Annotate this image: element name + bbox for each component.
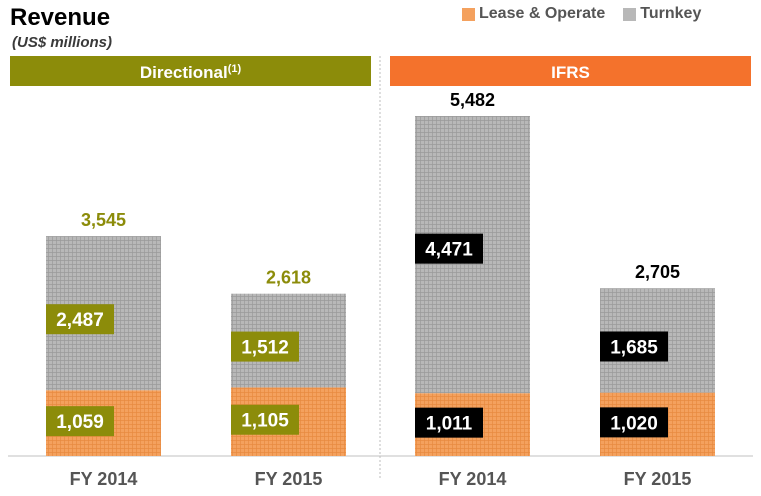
- legend-swatch-turnkey: [623, 7, 637, 21]
- chart-subtitle: (US$ millions): [12, 34, 113, 51]
- value-label-turnkey-ifrs-fy-2014: 4,471: [425, 240, 473, 261]
- value-box-lease-directional-fy-2015: [231, 404, 299, 435]
- value-label-lease-directional-fy-2014: 1,059: [56, 412, 104, 433]
- panel-header-label-ifrs: IFRS: [551, 63, 590, 82]
- value-box-lease-ifrs-fy-2015: [600, 407, 668, 438]
- panel-header-ifrs: [390, 56, 751, 86]
- value-box-lease-directional-fy-2014: [46, 406, 114, 437]
- chart-title: Revenue: [10, 4, 111, 31]
- panel-header-footnote: (1): [228, 63, 242, 75]
- legend-label-lease: Lease & Operate: [479, 5, 606, 22]
- value-box-turnkey-ifrs-fy-2014: [415, 233, 483, 264]
- total-label-ifrs-fy-2014: 5,482: [450, 90, 495, 110]
- value-label-lease-ifrs-fy-2014: 1,011: [426, 414, 473, 435]
- category-label-directional-fy-2015: FY 2015: [255, 469, 323, 489]
- value-box-turnkey-directional-fy-2015: [231, 331, 299, 362]
- value-label-turnkey-directional-fy-2014: 2,487: [56, 310, 104, 331]
- value-label-turnkey-ifrs-fy-2015: 1,685: [610, 337, 658, 358]
- panel-header-directional: [10, 56, 371, 86]
- value-label-turnkey-directional-fy-2015: 1,512: [241, 338, 289, 359]
- value-label-lease-directional-fy-2015: 1,105: [241, 411, 289, 432]
- value-box-turnkey-ifrs-fy-2015: [600, 331, 668, 362]
- panel-header-label-directional: Directional(1): [140, 63, 242, 82]
- total-label-directional-fy-2015: 2,618: [266, 268, 311, 288]
- value-label-lease-ifrs-fy-2015: 1,020: [610, 413, 658, 434]
- legend: Lease & Operate Turnkey: [462, 5, 719, 23]
- value-box-lease-ifrs-fy-2014: [415, 407, 483, 438]
- category-label-ifrs-fy-2014: FY 2014: [439, 469, 507, 489]
- legend-label-turnkey: Turnkey: [640, 5, 702, 22]
- category-label-directional-fy-2014: FY 2014: [70, 469, 138, 489]
- category-label-ifrs-fy-2015: FY 2015: [624, 469, 692, 489]
- total-label-directional-fy-2014: 3,545: [81, 210, 126, 230]
- total-label-ifrs-fy-2015: 2,705: [635, 262, 680, 282]
- legend-swatch-lease: [462, 7, 475, 21]
- value-box-turnkey-directional-fy-2014: [46, 304, 114, 335]
